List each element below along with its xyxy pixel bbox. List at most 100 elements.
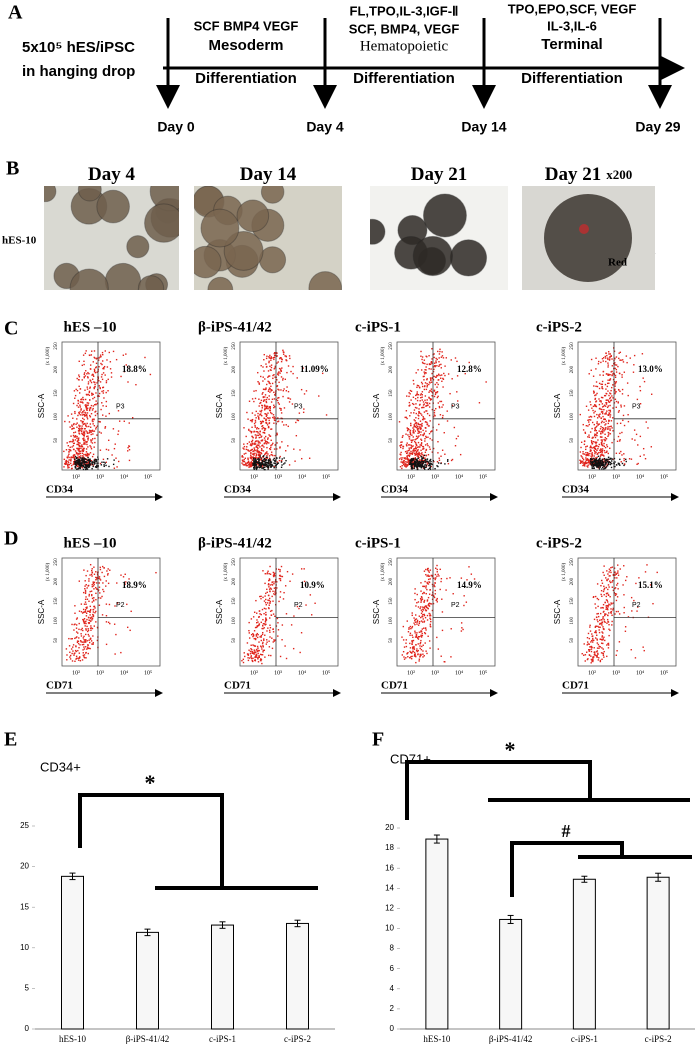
event-dot [254, 421, 257, 423]
event-dot [603, 594, 605, 596]
event-dot [585, 454, 587, 457]
event-dot [580, 441, 583, 443]
event-dot [427, 596, 430, 599]
event-dot [439, 414, 442, 416]
event-dot [614, 376, 617, 379]
event-dot [78, 652, 81, 654]
event-dot [85, 463, 87, 466]
event-dot [414, 620, 416, 622]
y-tick-label: 250 [389, 558, 394, 566]
event-dot [428, 397, 430, 399]
event-dot [608, 586, 610, 588]
event-dot [104, 426, 107, 428]
event-dot [83, 460, 86, 462]
x-tick-label: 10³ [431, 474, 439, 480]
event-dot [399, 465, 402, 468]
event-dot [414, 465, 416, 467]
event-dot [421, 615, 423, 618]
y-tick-label: 50 [570, 437, 575, 443]
event-dot [73, 427, 75, 430]
event-dot [270, 428, 272, 430]
event-dot [419, 444, 421, 446]
event-dot [606, 604, 608, 607]
event-dot [600, 417, 602, 420]
event-dot [263, 399, 265, 401]
event-dot [607, 358, 609, 361]
event-dot [600, 584, 602, 587]
event-dot [280, 389, 282, 391]
event-dot [257, 415, 259, 417]
event-dot [402, 445, 404, 448]
event-dot [273, 593, 275, 595]
event-dot [440, 374, 443, 376]
event-dot [602, 454, 605, 456]
event-dot [264, 461, 266, 464]
event-dot [125, 364, 127, 366]
event-dot [585, 461, 587, 463]
event-dot [269, 458, 271, 460]
event-dot [413, 425, 416, 427]
event-dot [67, 460, 69, 463]
event-dot [74, 637, 76, 640]
event-dot [242, 460, 245, 463]
event-dot [92, 461, 94, 463]
event-dot [401, 458, 403, 461]
event-dot [93, 430, 96, 432]
event-dot [601, 380, 604, 383]
event-dot [259, 459, 261, 461]
event-dot [405, 466, 407, 468]
event-dot [266, 573, 268, 575]
event-dot [438, 365, 440, 367]
event-dot [601, 451, 603, 453]
event-dot [407, 631, 410, 633]
event-dot [258, 451, 260, 453]
event-dot [410, 460, 413, 462]
event-dot [586, 453, 588, 456]
event-dot [78, 424, 80, 426]
event-dot [268, 389, 270, 391]
event-dot [255, 653, 258, 656]
event-dot [98, 392, 101, 395]
event-dot [623, 594, 625, 596]
event-dot [85, 440, 87, 443]
gate-label: P3 [294, 404, 303, 411]
event-dot [261, 463, 264, 466]
event-dot [74, 394, 77, 397]
event-dot [78, 637, 80, 639]
event-dot [609, 447, 611, 450]
event-dot [265, 443, 268, 445]
event-dot [254, 461, 257, 464]
event-dot [429, 464, 431, 466]
event-dot [617, 570, 619, 572]
event-dot [83, 611, 86, 613]
event-dot [92, 615, 95, 618]
event-dot [63, 450, 65, 453]
event-dot [70, 648, 73, 650]
event-dot [596, 425, 598, 428]
event-dot [87, 463, 89, 466]
event-dot [90, 569, 93, 572]
event-dot [424, 395, 427, 397]
event-dot [258, 610, 261, 612]
event-dot [265, 604, 267, 606]
event-dot [425, 568, 427, 571]
spheroid [449, 239, 488, 277]
event-dot [435, 376, 438, 378]
event-dot [259, 420, 262, 423]
event-dot [594, 603, 596, 605]
event-dot [420, 599, 423, 602]
event-dot [428, 575, 431, 577]
event-dot [263, 388, 265, 391]
event-dot [581, 462, 583, 464]
event-dot [437, 383, 439, 386]
event-dot [80, 464, 82, 467]
event-dot [269, 459, 272, 461]
x-tick-label: c-iPS-2 [645, 1034, 672, 1044]
event-dot [603, 620, 606, 623]
event-dot [92, 464, 95, 466]
event-dot [80, 635, 83, 637]
event-dot [90, 404, 93, 407]
event-dot [605, 577, 607, 579]
micrograph-title: Day 21 x200 [545, 164, 632, 185]
event-dot [78, 461, 80, 463]
